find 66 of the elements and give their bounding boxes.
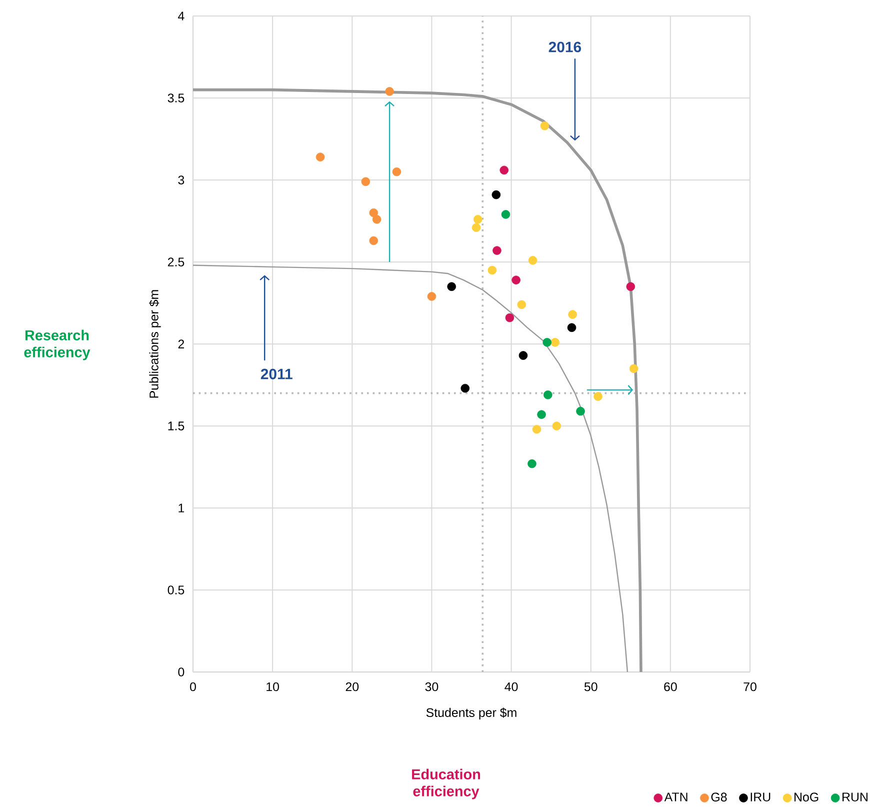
line-series: [193, 264, 628, 672]
y-tick-label: 0: [178, 668, 184, 676]
point: [488, 266, 497, 275]
point: [492, 246, 502, 255]
point: [543, 390, 552, 400]
annotation: 2016: [548, 42, 582, 52]
point: [427, 292, 436, 301]
point: [528, 459, 536, 468]
point: [542, 338, 552, 347]
line-series: [193, 88, 642, 672]
point: [576, 406, 585, 416]
point: [626, 282, 636, 291]
x-tick-label: 30: [425, 682, 438, 692]
point: [528, 256, 538, 265]
point: [517, 300, 526, 310]
legend-label: ATN: [664, 792, 688, 802]
x-tick-label: 10: [266, 682, 280, 692]
point: [537, 410, 546, 419]
y-tick-label: 0.5: [168, 586, 184, 594]
point: [501, 210, 510, 219]
point: [540, 121, 550, 130]
annotation: 2011: [260, 368, 292, 380]
point: [518, 351, 528, 360]
x-tick-label: 60: [664, 682, 677, 692]
point: [472, 223, 481, 232]
legend-label: G8: [711, 792, 727, 802]
point: [447, 282, 456, 291]
y-tick-label: 1: [178, 504, 184, 512]
y-tick-label: 3: [178, 176, 184, 184]
point: [385, 87, 394, 96]
point: [392, 167, 402, 176]
point: [629, 364, 638, 373]
point: [361, 177, 370, 186]
x-tick-label: 20: [346, 682, 359, 692]
text: Education efficiency: [412, 768, 480, 800]
point: [369, 208, 378, 218]
point: [532, 424, 542, 434]
point: [372, 214, 382, 224]
point: [473, 214, 482, 224]
y-tick-label: 2: [178, 340, 184, 348]
point: [550, 338, 560, 347]
y-axis-title: Publications per $m: [149, 290, 161, 398]
legend-label: IRU: [750, 792, 770, 802]
y-tick-label: 4: [178, 12, 184, 20]
x-tick-label: 40: [504, 682, 518, 692]
point: [512, 276, 520, 284]
point: [505, 313, 514, 322]
point: [552, 422, 562, 430]
x-tick-label: 70: [744, 682, 756, 692]
legend-label: RUN: [842, 792, 868, 802]
point: [316, 152, 325, 162]
y-tick-label: 3.5: [168, 94, 184, 102]
x-tick-label: 50: [584, 682, 598, 692]
legend-label: NoG: [794, 792, 818, 802]
point: [369, 236, 378, 246]
y-tick-label: 2.5: [168, 258, 184, 266]
point: [492, 190, 501, 200]
point: [567, 323, 576, 332]
point: [460, 384, 470, 393]
x-axis-title: Students per $m: [426, 708, 516, 720]
point: [594, 392, 602, 401]
y-tick-label: 1.5: [168, 422, 184, 430]
text: Research efficiency: [24, 330, 90, 360]
point: [568, 310, 577, 319]
point: [500, 166, 509, 175]
x-tick-label: 0: [190, 682, 196, 692]
